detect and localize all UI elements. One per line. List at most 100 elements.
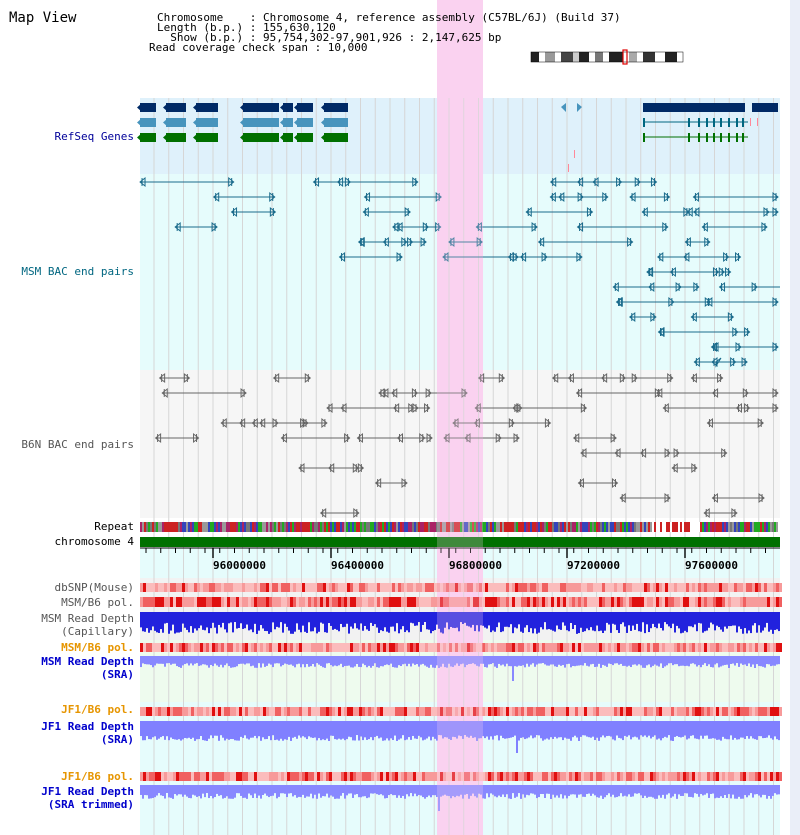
jf1-depth-sra-bar: [610, 721, 612, 737]
jf1-pol-trim-heat-cell: [473, 772, 476, 781]
jf1-depth-trim-bar: [612, 785, 614, 795]
track-label-refseq[interactable]: RefSeq Genes: [54, 130, 134, 143]
msm-pol-heat-cell: [224, 597, 227, 607]
jf1-depth-trim-bar: [716, 785, 718, 798]
msm-pol-heat-cell: [212, 597, 215, 607]
jf1-depth-sra-bar: [512, 721, 514, 738]
msm-depth-sra-bar: [534, 656, 536, 667]
msm-pol-sra-heat-cell: [419, 643, 422, 652]
jf1-pol-sra-heat-cell: [413, 707, 416, 716]
msm-pol-sra-heat-cell: [443, 643, 446, 652]
dbsnp-heat-cell: [314, 583, 317, 592]
jf1-depth-sra-bar: [606, 721, 608, 737]
msm-depth-sra-bar: [256, 656, 258, 668]
repeat-segment: [472, 522, 474, 532]
msm-pol-heat-cell: [500, 597, 503, 607]
msm-pol-sra-heat-cell: [509, 643, 512, 652]
msm-pol-sra-heat-cell: [323, 643, 326, 652]
jf1-pol-sra-heat-cell: [332, 707, 335, 716]
msm-pol-heat-cell: [278, 597, 281, 607]
jf1-depth-trim-bar: [284, 785, 286, 794]
jf1-pol-trim-heat-cell: [728, 772, 731, 781]
msm-pol-heat-cell: [755, 597, 758, 607]
msm-depth-cap-bar: [300, 612, 302, 633]
msm-pol-sra-heat-cell: [242, 643, 245, 652]
msm-depth-sra-bar: [600, 656, 602, 668]
jf1-pol-sra-heat-cell: [557, 707, 560, 716]
repeat-segment: [416, 522, 418, 532]
msm-depth-cap-bar: [596, 612, 598, 626]
repeat-segment: [272, 522, 274, 532]
track-label-msm-bac[interactable]: MSM BAC end pairs: [21, 265, 134, 278]
jf1-pol-trim-heat-cell: [758, 772, 761, 781]
msm-pol-heat-cell: [287, 597, 290, 607]
jf1-pol-sra-heat-cell: [425, 707, 428, 716]
jf1-pol-sra-heat-cell: [365, 707, 368, 716]
msm-depth-cap-bar: [482, 612, 484, 626]
jf1-depth-sra-bar: [342, 721, 344, 739]
repeat-segment: [314, 522, 316, 532]
dbsnp-heat-cell: [614, 583, 617, 592]
msm-depth-sra-bar: [556, 656, 558, 667]
msm-pol-sra-heat-cell: [491, 643, 494, 652]
msm-pol-heat-cell: [704, 597, 707, 607]
track-label-b6n-bac[interactable]: B6N BAC end pairs: [21, 438, 134, 451]
jf1-depth-trim-bar: [178, 785, 180, 795]
dbsnp-heat-cell: [293, 583, 296, 592]
msm-pol-heat-cell: [476, 597, 479, 607]
jf1-pol-sra-heat-cell: [668, 707, 671, 716]
track-label-repeat: Repeat: [94, 520, 134, 533]
dbsnp-heat-cell: [176, 583, 179, 592]
jf1-pol-trim-heat-cell: [548, 772, 551, 781]
repeat-segment: [638, 522, 640, 532]
jf1-pol-sra-heat-cell: [551, 707, 554, 716]
msm-depth-cap-bar: [494, 612, 496, 632]
jf1-pol-trim-heat-cell: [515, 772, 518, 781]
jf1-depth-trim-bar: [190, 785, 192, 799]
msm-depth-sra-bar: [172, 656, 174, 664]
dbsnp-heat-cell: [155, 583, 158, 592]
msm-depth-cap-bar: [550, 612, 552, 630]
msm-depth-sra-bar: [330, 656, 332, 666]
b6n-bac-pair-end: [614, 447, 621, 459]
msm-pol-sra-heat-cell: [674, 643, 677, 652]
dbsnp-heat-cell: [506, 583, 509, 592]
jf1-pol-trim-heat-cell: [155, 772, 158, 781]
msm-pol-sra-heat-cell: [677, 643, 680, 652]
repeat-segment: [568, 522, 570, 532]
refseq-gene-block: [297, 103, 313, 112]
repeat-segment: [396, 522, 398, 532]
jf1-depth-trim-bar: [224, 785, 226, 798]
strand-arrow: [280, 103, 285, 112]
jf1-depth-trim-bar: [604, 785, 606, 798]
msm-pol-sra-heat-cell: [767, 643, 770, 652]
jf1-pol-sra-heat-cell: [227, 707, 230, 716]
msm-depth-cap-bar: [598, 612, 600, 632]
dbsnp-heat-cell: [779, 583, 782, 592]
jf1-depth-trim-bar: [744, 785, 746, 796]
msm-depth-cap-bar: [662, 612, 664, 631]
dbsnp-heat-cell: [338, 583, 341, 592]
repeat-segment: [256, 522, 258, 532]
jf1-depth-trim-bar: [632, 785, 634, 797]
jf1-depth-sra-bar: [708, 721, 710, 739]
jf1-depth-sra-bar: [322, 721, 324, 740]
ideogram-band: [561, 52, 573, 62]
jf1-depth-sra-bar: [182, 721, 184, 740]
dbsnp-heat-cell: [227, 583, 230, 592]
jf1-pol-trim-heat-cell: [176, 772, 179, 781]
jf1-pol-sra-heat-cell: [170, 707, 173, 716]
repeat-segment: [252, 522, 254, 532]
msm-pol-heat-cell: [167, 597, 170, 607]
jf1-depth-trim-bar: [314, 785, 316, 795]
msm-depth-cap-bar: [560, 612, 562, 630]
axis-tick-label: 97200000: [567, 559, 620, 572]
msm-depth-sra-bar: [250, 656, 252, 667]
jf1-depth-sra-bar: [736, 721, 738, 740]
dbsnp-heat-cell: [290, 583, 293, 592]
msm-depth-cap-bar: [224, 612, 226, 630]
repeat-segment: [432, 522, 434, 532]
msm-pol-sra-heat-cell: [728, 643, 731, 652]
jf1-depth-trim-bar: [554, 785, 556, 798]
